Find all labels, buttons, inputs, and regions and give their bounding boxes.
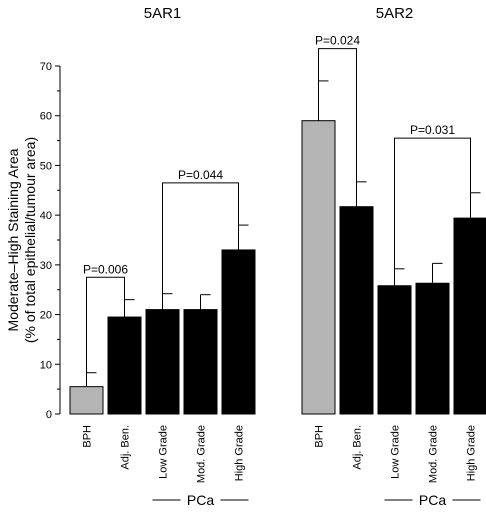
group-title: 5AR2 bbox=[376, 5, 414, 22]
bar bbox=[301, 120, 336, 415]
y-axis-subtitle: (% of total epithelial/tumour area) bbox=[22, 137, 38, 343]
category-label: BPH bbox=[82, 425, 94, 448]
bar bbox=[415, 282, 450, 415]
bar bbox=[221, 249, 256, 415]
y-tick-label: 20 bbox=[40, 310, 52, 322]
p-value-label: P=0.006 bbox=[83, 262, 128, 276]
bar bbox=[145, 309, 180, 415]
pca-label: PCa bbox=[187, 492, 214, 508]
significance-bracket bbox=[162, 182, 239, 294]
y-tick-label: 0 bbox=[46, 409, 52, 421]
pca-label: PCa bbox=[419, 492, 446, 508]
category-label: Low Grade bbox=[158, 425, 170, 479]
p-value-label: P=0.044 bbox=[178, 168, 223, 182]
significance-bracket bbox=[394, 137, 471, 269]
y-tick-label: 30 bbox=[40, 260, 52, 272]
category-label: Adj. Ben. bbox=[352, 425, 364, 470]
category-label: BPH bbox=[314, 425, 326, 448]
y-tick-label: 40 bbox=[40, 210, 52, 222]
bar bbox=[107, 316, 142, 415]
y-tick-label: 10 bbox=[40, 359, 52, 371]
bar bbox=[339, 206, 374, 415]
p-value-label: P=0.031 bbox=[410, 123, 455, 137]
category-label: High Grade bbox=[466, 425, 478, 481]
category-label: Low Grade bbox=[390, 425, 402, 479]
bar bbox=[183, 309, 218, 415]
bar bbox=[69, 386, 104, 415]
y-axis-title: Moderate–High Staining Area bbox=[5, 148, 21, 331]
category-label: High Grade bbox=[234, 425, 246, 481]
group-title: 5AR1 bbox=[144, 5, 182, 22]
y-tick-label: 60 bbox=[40, 111, 52, 123]
significance-bracket bbox=[86, 276, 125, 373]
bar bbox=[453, 217, 486, 415]
significance-bracket bbox=[318, 48, 357, 182]
y-tick-label: 70 bbox=[40, 61, 52, 73]
bar bbox=[377, 285, 412, 415]
category-label: Adj. Ben. bbox=[120, 425, 132, 470]
category-label: Mod. Grade bbox=[428, 425, 440, 483]
category-label: Mod. Grade bbox=[196, 425, 208, 483]
p-value-label: P=0.024 bbox=[315, 34, 360, 48]
y-tick-label: 50 bbox=[40, 160, 52, 172]
